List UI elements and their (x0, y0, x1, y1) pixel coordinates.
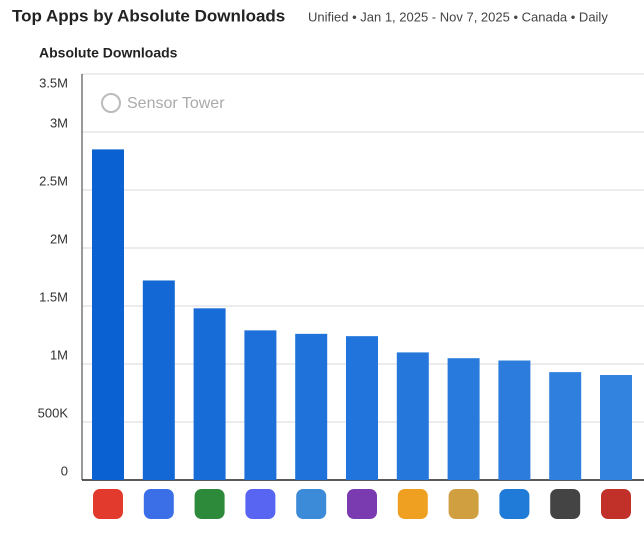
app-icon (143, 489, 174, 519)
bar (295, 333, 328, 480)
app-icon (499, 489, 530, 519)
watermark-logo (101, 93, 121, 113)
bar (396, 352, 429, 480)
y-tick-label: 1.5M (39, 289, 68, 304)
bar (244, 330, 277, 480)
chart-title: Top Apps by Absolute Downloads (12, 6, 285, 25)
app-icon (601, 489, 631, 519)
y-axis-label: Absolute Downloads (39, 45, 178, 61)
app-icon (397, 489, 428, 519)
bar (193, 308, 226, 480)
app-icon (194, 489, 225, 519)
y-tick-label: 0 (61, 463, 68, 478)
app-icon (550, 489, 581, 519)
y-tick-label: 2.5M (39, 173, 68, 188)
y-tick-label: 500K (38, 405, 69, 420)
app-icon (296, 489, 327, 519)
chart-subtitle: Unified • Jan 1, 2025 - Nov 7, 2025 • Ca… (308, 9, 608, 24)
bar (549, 372, 582, 480)
bar (92, 149, 124, 480)
watermark: Sensor Tower (127, 95, 225, 112)
bar (600, 375, 632, 480)
app-icon (448, 489, 479, 519)
app-icon (347, 489, 377, 519)
app-icon (93, 489, 123, 519)
bar (142, 280, 175, 480)
bar (346, 336, 378, 480)
bar (498, 360, 531, 480)
y-tick-label: 3.5M (39, 75, 68, 90)
bar (447, 358, 480, 480)
app-icon (245, 489, 276, 519)
y-tick-label: 3M (50, 115, 68, 130)
y-tick-label: 2M (50, 231, 68, 246)
y-tick-label: 1M (50, 347, 68, 362)
